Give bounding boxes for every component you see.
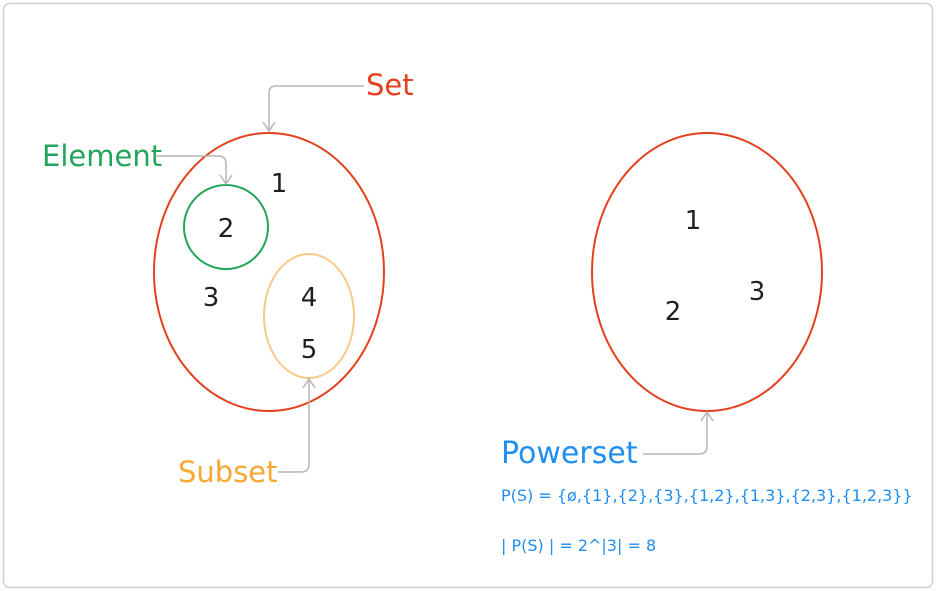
set-ellipse [153,132,385,412]
set-label: Set [366,68,414,102]
set-number-4: 4 [301,283,318,313]
set-number-2: 2 [218,214,235,244]
powerset-number-1: 1 [685,206,702,236]
powerset-formula: P(S) = {ø,{1},{2},{3},{1,2},{1,3},{2,3},… [501,486,913,505]
powerset-arrowhead-icon [700,410,714,422]
subset-label: Subset [178,455,278,489]
set-arrowhead-icon [262,121,276,133]
set-number-3: 3 [203,283,220,313]
powerset-number-2: 2 [665,297,682,327]
subset-arrowhead-icon [302,377,316,389]
powerset-label: Powerset [501,436,638,471]
subset-connector-line [278,380,310,473]
element-label: Element [42,139,162,173]
element-connector-line [155,155,227,183]
powerset-cardinality-formula: | P(S) | = 2^|3| = 8 [501,536,656,555]
set-number-5: 5 [301,335,318,365]
set-connector-line [268,85,364,130]
element-arrowhead-icon [219,174,233,186]
powerset-number-3: 3 [749,277,766,307]
powerset-connector-line [643,413,708,455]
set-number-1: 1 [271,169,288,199]
